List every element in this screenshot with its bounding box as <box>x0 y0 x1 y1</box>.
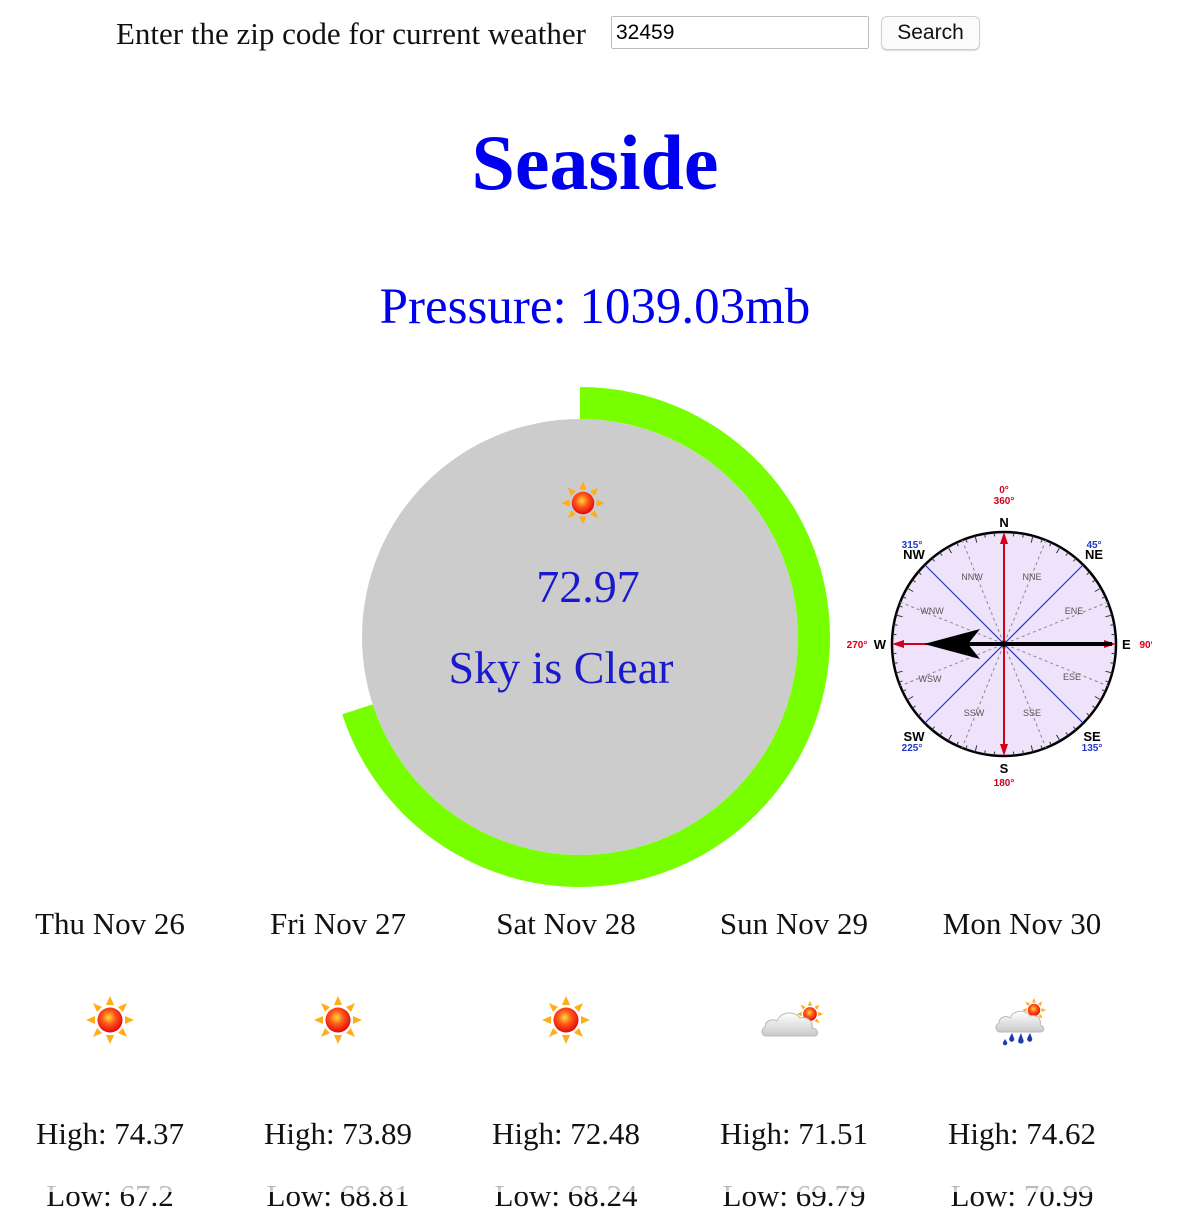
compass-label-nne: NNE <box>1022 572 1041 582</box>
sun-icon <box>561 481 604 524</box>
forecast-day-name: Thu Nov 26 <box>0 906 224 942</box>
compass-label-s: S <box>1000 761 1009 776</box>
forecast-day-name: Fri Nov 27 <box>224 906 452 942</box>
bottom-fade <box>0 1160 1190 1192</box>
compass-label-ene: ENE <box>1065 606 1084 616</box>
compass-degree-225: 225° <box>902 743 923 754</box>
forecast-high: High: 71.51 <box>680 1116 908 1152</box>
compass-degree-135: 135° <box>1082 743 1103 754</box>
pressure-readout: Pressure: 1039.03mb <box>0 278 1190 336</box>
current-description: Sky is Clear <box>449 642 674 693</box>
compass-degree-270: 270° <box>847 640 868 651</box>
pressure-label: Pressure: <box>380 279 567 335</box>
compass-label-wsw: WSW <box>919 674 942 684</box>
compass-tick <box>1023 534 1024 538</box>
pressure-value: 1039.03mb <box>579 279 810 335</box>
partly-cloudy-icon <box>760 996 828 1056</box>
compass-tick <box>1023 750 1024 754</box>
compass-label-se: SE <box>1083 729 1101 744</box>
gauge-face <box>362 419 798 855</box>
compass-label-sse: SSE <box>1023 708 1041 718</box>
forecast-day-name: Sat Nov 28 <box>452 906 680 942</box>
compass-tick <box>1110 663 1114 664</box>
forecast-high: High: 74.37 <box>0 1116 224 1152</box>
compass-tick <box>894 663 898 664</box>
compass-tick <box>1110 625 1114 626</box>
compass-label-nnw: NNW <box>961 572 983 582</box>
forecast-day-name: Mon Nov 30 <box>908 906 1136 942</box>
compass-label-wnw: WNW <box>920 606 944 616</box>
compass-tick <box>985 750 986 754</box>
compass-degree-360: 360° <box>994 496 1015 507</box>
compass-label-n: N <box>999 515 1008 530</box>
current-conditions-gauge: 72.97 Sky is Clear <box>320 380 840 900</box>
search-button[interactable]: Search <box>881 16 980 50</box>
compass-tick <box>894 625 898 626</box>
city-title: Seaside <box>0 118 1190 208</box>
compass-degree-315: 315° <box>902 540 923 551</box>
zip-prompt-label: Enter the zip code for current weather <box>116 16 586 52</box>
compass-degree-180: 180° <box>994 778 1015 789</box>
zip-input[interactable] <box>611 16 869 49</box>
compass-degree-45: 45° <box>1086 540 1101 551</box>
compass-label-sw: SW <box>904 729 926 744</box>
forecast-high: High: 73.89 <box>224 1116 452 1152</box>
forecast-high: High: 72.48 <box>452 1116 680 1152</box>
current-temperature: 72.97 <box>536 561 640 612</box>
compass-degree-0: 0° <box>999 485 1009 496</box>
compass-label-e: E <box>1122 637 1131 652</box>
forecast-day-name: Sun Nov 29 <box>680 906 908 942</box>
sun-icon <box>76 996 144 1056</box>
rain-sun-icon <box>988 996 1056 1056</box>
forecast-high: High: 74.62 <box>908 1116 1136 1152</box>
wind-compass: N S E W NE NW SE SW NNW NNE ENE ESE WNW … <box>838 478 1152 800</box>
sun-icon <box>532 996 600 1056</box>
compass-label-ese: ESE <box>1063 672 1081 682</box>
compass-degree-90: 90° <box>1139 640 1152 651</box>
sun-icon <box>304 996 372 1056</box>
compass-label-w: W <box>874 637 887 652</box>
compass-label-ssw: SSW <box>964 708 985 718</box>
compass-tick <box>985 534 986 538</box>
